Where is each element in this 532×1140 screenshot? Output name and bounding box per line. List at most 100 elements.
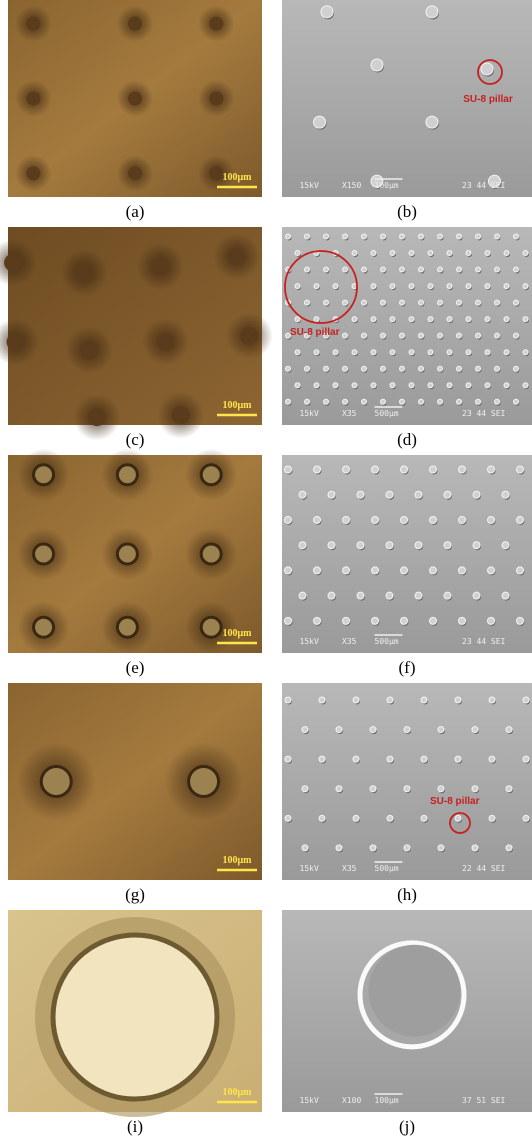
- panel-caption: (c): [126, 430, 145, 449]
- pillar: [476, 399, 481, 404]
- pillar: [34, 544, 54, 564]
- pillar: [455, 815, 461, 821]
- pillar: [314, 350, 319, 355]
- sem-info: 15kV: [300, 637, 319, 646]
- sem-info: 15kV: [300, 1096, 319, 1105]
- pillar: [343, 466, 350, 473]
- scale-bar-label: 100μm: [223, 628, 253, 639]
- pillar: [128, 166, 142, 180]
- pillar: [457, 267, 462, 272]
- pillar: [473, 592, 480, 599]
- pillar: [428, 284, 433, 289]
- pillar: [438, 234, 443, 239]
- pillar: [117, 465, 137, 485]
- pillar: [371, 284, 376, 289]
- pillar: [26, 17, 40, 31]
- pillar: [401, 516, 408, 523]
- sem-info: 37 51 SEI: [462, 1096, 506, 1105]
- pillar: [299, 542, 306, 549]
- pillar: [430, 567, 437, 574]
- pillar: [305, 366, 310, 371]
- pillar: [75, 264, 93, 282]
- pillar: [466, 317, 471, 322]
- pillar: [415, 491, 422, 498]
- pillar: [514, 399, 519, 404]
- pillar: [514, 234, 519, 239]
- pillar: [343, 234, 348, 239]
- pillar: [336, 727, 342, 733]
- pillar: [370, 845, 376, 851]
- pillar: [495, 267, 500, 272]
- pillar: [438, 727, 444, 733]
- pillar: [381, 300, 386, 305]
- pillar: [421, 815, 427, 821]
- pillar: [419, 333, 424, 338]
- sem-info: 23 44 SEI: [462, 637, 506, 646]
- pillar: [430, 516, 437, 523]
- sem-info: 500μm: [375, 637, 399, 646]
- pillar: [472, 845, 478, 851]
- pillar: [504, 350, 509, 355]
- pillar: [400, 300, 405, 305]
- pillar: [415, 592, 422, 599]
- sem-info: 15kV: [300, 864, 319, 873]
- pillar: [401, 466, 408, 473]
- pillar: [404, 727, 410, 733]
- pillar: [517, 516, 524, 523]
- pillar: [370, 786, 376, 792]
- pillar: [285, 466, 292, 473]
- pillar: [457, 399, 462, 404]
- pillar: [305, 234, 310, 239]
- pillar: [426, 116, 438, 128]
- pillar: [201, 465, 221, 485]
- pillar: [295, 284, 300, 289]
- pillar: [362, 366, 367, 371]
- pillar: [201, 617, 221, 637]
- pillar: [333, 284, 338, 289]
- pillar: [371, 251, 376, 256]
- pillar: [372, 617, 379, 624]
- annotation-label: SU-8 pillar: [463, 94, 513, 105]
- pillar: [459, 516, 466, 523]
- pillar: [390, 284, 395, 289]
- pillar: [295, 383, 300, 388]
- pillar: [26, 92, 40, 106]
- pillar: [352, 350, 357, 355]
- pillar: [302, 786, 308, 792]
- pillar: [362, 399, 367, 404]
- pillar: [80, 341, 98, 359]
- pillar: [438, 267, 443, 272]
- pillar: [353, 756, 359, 762]
- pillar: [419, 399, 424, 404]
- pillar: [353, 815, 359, 821]
- pillar: [324, 267, 329, 272]
- pillar: [426, 6, 438, 18]
- pillar: [387, 756, 393, 762]
- pillar: [444, 592, 451, 599]
- pillar: [343, 617, 350, 624]
- pillar: [504, 383, 509, 388]
- pillar: [285, 617, 292, 624]
- pillar: [415, 542, 422, 549]
- pillar: [523, 284, 528, 289]
- pillar: [504, 251, 509, 256]
- pillar: [151, 258, 169, 276]
- pillar: [523, 350, 528, 355]
- pillar: [371, 59, 383, 71]
- pillar: [4, 254, 22, 272]
- pillar: [438, 786, 444, 792]
- pillar: [26, 166, 40, 180]
- pillar: [438, 300, 443, 305]
- pillar: [430, 466, 437, 473]
- pillar: [88, 408, 106, 426]
- panel-caption: (i): [127, 1117, 143, 1136]
- pillar: [438, 366, 443, 371]
- pillar: [286, 399, 291, 404]
- pillar: [343, 333, 348, 338]
- pillar: [390, 251, 395, 256]
- pillar: [517, 617, 524, 624]
- sem-info: 15kV: [300, 181, 319, 190]
- pillar: [305, 267, 310, 272]
- pillar: [506, 786, 512, 792]
- pillar: [502, 491, 509, 498]
